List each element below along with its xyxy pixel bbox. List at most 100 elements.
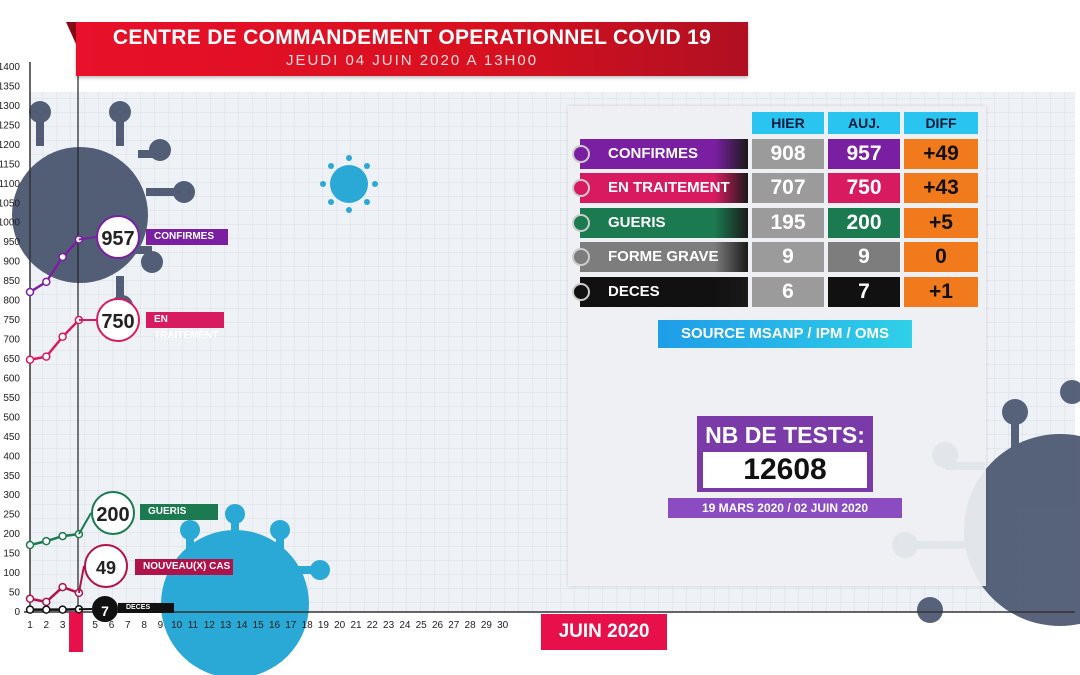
y-tick-label: 650 — [3, 354, 20, 365]
series-name-tag: GUERIS — [140, 504, 218, 520]
y-tick-label: 50 — [9, 588, 21, 599]
series-point — [42, 536, 51, 546]
cell-diff-forme-grave: 0 — [904, 242, 978, 272]
column-header-auj: AUJ. — [828, 112, 900, 134]
row-dot-gueris — [574, 216, 588, 230]
x-tick-label: 19 — [318, 620, 330, 631]
row-label-en-traitement: EN TRAITEMENT — [580, 173, 748, 203]
series-name-tag: DECES — [118, 603, 174, 613]
series-line — [29, 319, 80, 361]
column-header-hier: HIER — [752, 112, 824, 134]
cell-diff-deces: +1 — [904, 277, 978, 307]
y-tick-label: 800 — [3, 296, 20, 307]
x-tick-label: 26 — [432, 620, 444, 631]
series-line — [29, 585, 80, 604]
series-point — [25, 287, 35, 297]
y-tick-label: 200 — [3, 529, 20, 540]
y-tick-label: 850 — [3, 276, 20, 287]
y-tick-label: 500 — [3, 412, 20, 423]
cell-auj-en-traitement: 750 — [828, 173, 900, 203]
tests-title: NB DE TESTS: — [705, 422, 865, 448]
x-tick-label: 18 — [302, 620, 314, 631]
cell-diff-confirmes: +49 — [904, 139, 978, 169]
cell-auj-deces: 7 — [828, 277, 900, 307]
tests-value: 12608 — [703, 452, 867, 488]
series-point — [58, 582, 67, 592]
tests-box: NB DE TESTS: 12608 — [697, 416, 873, 492]
series-point — [58, 605, 67, 614]
cell-hier-forme-grave: 9 — [752, 242, 824, 272]
cell-hier-deces: 6 — [752, 277, 824, 307]
y-tick-label: 1250 — [0, 120, 20, 131]
callout-connector — [77, 565, 85, 594]
x-tick-label: 23 — [383, 620, 395, 631]
y-tick-label: 150 — [3, 549, 20, 560]
series-point — [58, 332, 67, 342]
x-tick-label: 3 — [60, 620, 66, 631]
data-label: 750 — [96, 298, 140, 342]
y-tick-label: 950 — [3, 237, 20, 248]
cell-hier-confirmes: 908 — [752, 139, 824, 169]
callout-connector — [78, 236, 97, 241]
series-name-tag: CONFIRMES — [146, 229, 228, 245]
x-tick-label: 27 — [448, 620, 460, 631]
y-tick-label: 550 — [3, 393, 20, 404]
source-label: SOURCE MSANP / IPM / OMS — [658, 320, 912, 348]
month-label: JUIN 2020 — [541, 614, 667, 650]
x-tick-label: 22 — [367, 620, 379, 631]
x-tick-label: 21 — [350, 620, 362, 631]
x-tick-label: 12 — [204, 620, 216, 631]
row-label-deces: DECES — [580, 277, 748, 307]
series-line — [29, 532, 80, 547]
y-tick-label: 0 — [14, 607, 20, 618]
x-tick-label: 1 — [27, 620, 33, 631]
y-tick-label: 1400 — [0, 62, 20, 73]
x-tick-label: 15 — [253, 620, 265, 631]
callout-connector — [78, 512, 92, 535]
y-tick-label: 750 — [3, 315, 20, 326]
series-point — [42, 597, 51, 607]
y-tick-label: 900 — [3, 257, 20, 268]
series-point — [25, 540, 35, 550]
series-point — [42, 605, 51, 614]
row-label-forme-grave: FORME GRAVE — [580, 242, 748, 272]
y-tick-label: 1200 — [0, 140, 20, 151]
y-tick-label: 1350 — [0, 81, 20, 92]
series-point — [25, 355, 35, 364]
y-tick-label: 1300 — [0, 101, 20, 112]
x-tick-label: 5 — [92, 620, 98, 631]
row-dot-forme-grave — [574, 250, 588, 264]
row-dot-confirmes — [574, 147, 588, 161]
y-tick-label: 400 — [3, 451, 20, 462]
x-tick-label: 10 — [171, 620, 183, 631]
x-tick-label: 13 — [220, 620, 232, 631]
row-label-confirmes: CONFIRMES — [580, 139, 748, 169]
cell-hier-gueris: 195 — [752, 208, 824, 238]
x-tick-label: 28 — [465, 620, 477, 631]
x-tick-label: 24 — [399, 620, 411, 631]
page-title: CENTRE DE COMMANDEMENT OPERATIONNEL COVI… — [112, 26, 712, 49]
series-point — [25, 605, 35, 614]
virus-icon-large-left — [12, 101, 195, 317]
y-tick-label: 1100 — [0, 179, 20, 190]
cell-auj-gueris: 200 — [828, 208, 900, 238]
x-tick-label: 2 — [44, 620, 50, 631]
page-date: JEUDI 04 JUIN 2020 A 13H00 — [285, 52, 539, 69]
y-tick-label: 100 — [3, 568, 20, 579]
cell-diff-gueris: +5 — [904, 208, 978, 238]
y-tick-label: 600 — [3, 373, 20, 384]
cell-auj-forme-grave: 9 — [828, 242, 900, 272]
series-point — [58, 252, 67, 262]
virus-icon-small — [320, 155, 378, 213]
y-tick-label: 250 — [3, 510, 20, 521]
x-tick-label: 29 — [481, 620, 493, 631]
x-tick-label: 16 — [269, 620, 281, 631]
x-tick-label: 7 — [125, 620, 131, 631]
title-banner: CENTRE DE COMMANDEMENT OPERATIONNEL COVI… — [76, 22, 748, 76]
title-flag — [66, 22, 76, 44]
y-tick-label: 1000 — [0, 218, 20, 229]
x-tick-label: 8 — [141, 620, 147, 631]
x-tick-label: 20 — [334, 620, 346, 631]
series-point — [25, 594, 35, 604]
series-name-tag: EN TRAITEMENT — [146, 312, 224, 341]
